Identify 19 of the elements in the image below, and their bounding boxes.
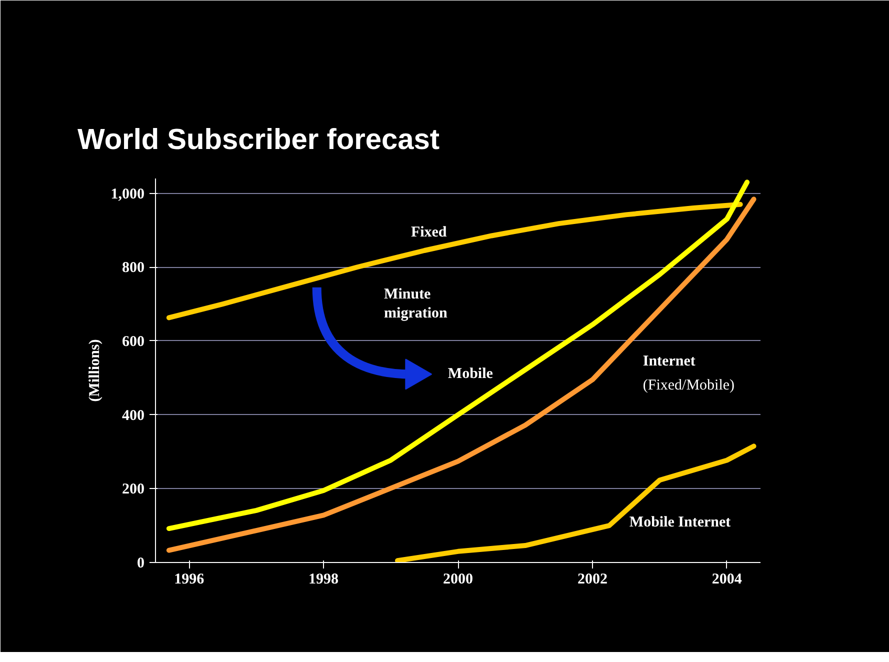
annotation: Minute migration [384,286,448,322]
y-tick-label: 1,000 [110,186,144,202]
annotation: Internet [642,353,696,370]
annotation: Mobile [448,366,494,382]
x-tick-label: 1996 [174,572,205,588]
y-axis-title: (Millions) [86,339,103,402]
y-tick-label: 600 [122,334,144,350]
y-tick-label: 800 [122,260,144,276]
x-tick-label: 2000 [443,572,473,588]
x-tick-label: 1998 [308,572,339,588]
chart-title: World Subscriber forecast [78,124,440,156]
y-tick-label: 0 [137,556,144,572]
annotation: Mobile Internet [629,514,731,530]
y-tick-label: 200 [122,482,144,498]
y-tick-label: 400 [122,408,144,424]
annotation: (Fixed/Mobile) [642,377,735,394]
x-tick-label: 2002 [577,572,608,588]
x-tick-label: 2004 [712,572,742,588]
annotation: Fixed [410,224,448,240]
